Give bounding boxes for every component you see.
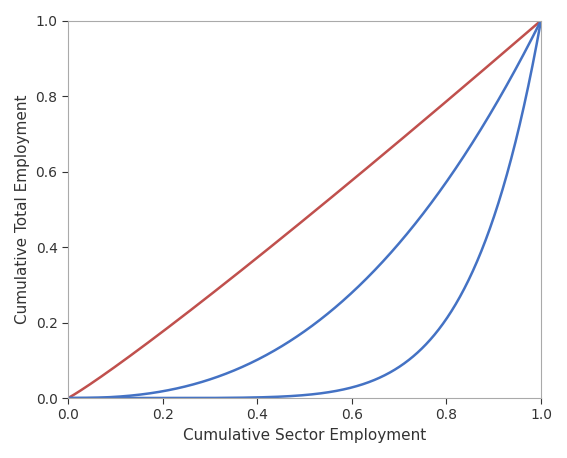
X-axis label: Cumulative Sector Employment: Cumulative Sector Employment [183,428,426,443]
Y-axis label: Cumulative Total Employment: Cumulative Total Employment [15,94,30,324]
